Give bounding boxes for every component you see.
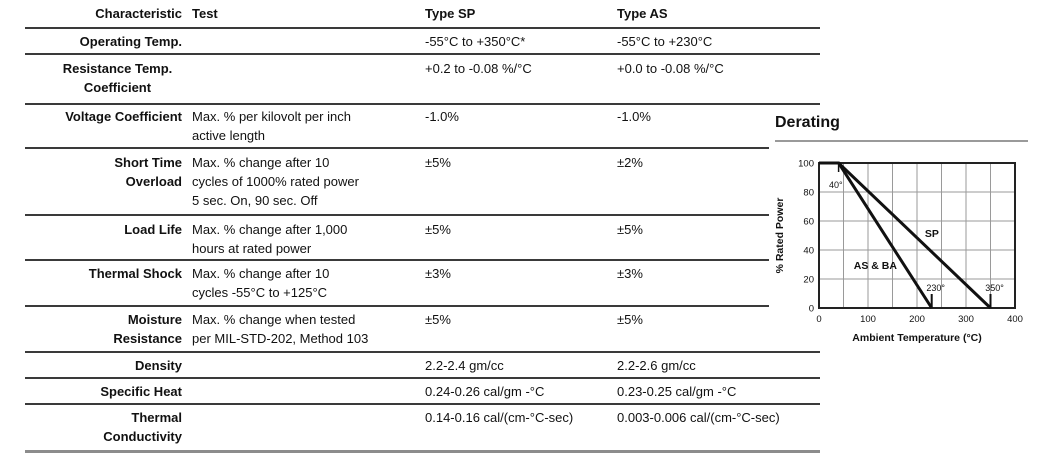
series-label: AS & BA xyxy=(854,260,898,272)
row-characteristic: Thermal Shock xyxy=(88,266,182,281)
table-row: Thermal Shock Max. % change after 10 cyc… xyxy=(25,264,830,302)
row-characteristic: Thermal Conductivity xyxy=(103,410,182,444)
table-rule xyxy=(25,53,820,55)
row-test xyxy=(182,382,425,401)
row-type-sp: ±3% xyxy=(425,266,451,281)
row-type-as: 0.003-0.006 cal/(cm-°C-sec) xyxy=(617,410,780,425)
marker-label: 40° xyxy=(829,180,843,190)
table-rule xyxy=(25,351,820,353)
table-row: Short Time Overload Max. % change after … xyxy=(25,153,830,210)
row-characteristic: Resistance Temp. Coefficient xyxy=(62,61,173,95)
plot-frame xyxy=(818,162,1016,309)
row-test: Max. % change after 10 cycles -55°C to +… xyxy=(192,266,330,300)
row-type-as: +0.0 to -0.08 %/°C xyxy=(617,61,724,76)
row-characteristic: Operating Temp. xyxy=(79,34,182,49)
row-test xyxy=(182,59,425,97)
header-type-as: Type AS xyxy=(617,6,668,21)
row-type-as: ±5% xyxy=(617,312,643,327)
row-type-as: 2.2-2.6 gm/cc xyxy=(617,358,696,373)
header-characteristic: Characteristic xyxy=(95,6,182,21)
y-tick-label: 80 xyxy=(803,188,814,199)
marker-label: 350° xyxy=(985,283,1004,293)
table-rule xyxy=(25,377,820,379)
row-type-as: ±2% xyxy=(617,155,643,170)
table-rule xyxy=(25,403,820,405)
x-axis-title: Ambient Temperature (°C) xyxy=(852,332,981,344)
row-characteristic: Load Life xyxy=(124,222,182,237)
table-bottom-rule xyxy=(25,450,820,453)
x-tick-label: 300 xyxy=(958,314,974,325)
row-type-sp: 0.14-0.16 cal/(cm-°C-sec) xyxy=(425,410,574,425)
table-rule xyxy=(25,305,769,307)
y-tick-label: 20 xyxy=(803,275,814,286)
row-characteristic: Voltage Coefficient xyxy=(65,109,182,124)
table-rule xyxy=(25,103,820,105)
row-characteristic: Short Time Overload xyxy=(114,155,182,189)
row-type-as: ±3% xyxy=(617,266,643,281)
row-characteristic: Moisture Resistance xyxy=(113,312,182,346)
table-row: Operating Temp. -55°C to +350°C* -55°C t… xyxy=(25,32,830,51)
table-rule xyxy=(25,147,769,149)
table-row: Moisture Resistance Max. % change when t… xyxy=(25,310,830,348)
row-type-as: -1.0% xyxy=(617,109,651,124)
x-tick-label: 400 xyxy=(1007,314,1023,325)
chart-title: Derating xyxy=(775,114,840,131)
row-characteristic: Specific Heat xyxy=(100,384,182,399)
y-tick-label: 60 xyxy=(803,217,814,228)
row-type-as: ±5% xyxy=(617,222,643,237)
header-test: Test xyxy=(192,6,218,21)
table-rule xyxy=(25,27,820,29)
x-tick-label: 0 xyxy=(816,314,821,325)
row-test: Max. % change after 10 cycles of 1000% r… xyxy=(192,155,359,208)
chart-title-underline xyxy=(775,140,1028,142)
table-rule xyxy=(25,259,769,261)
table-row: Resistance Temp. Coefficient +0.2 to -0.… xyxy=(25,59,830,97)
series-line-SP xyxy=(819,161,992,310)
row-type-sp: -55°C to +350°C* xyxy=(425,34,526,49)
header-type-sp: Type SP xyxy=(425,6,476,21)
row-type-sp: +0.2 to -0.08 %/°C xyxy=(425,61,532,76)
table-row: Specific Heat 0.24-0.26 cal/gm -°C 0.23-… xyxy=(25,382,830,401)
row-test xyxy=(182,408,425,446)
row-test xyxy=(182,356,425,375)
y-axis-title: % Rated Power xyxy=(774,198,786,274)
row-type-as: -55°C to +230°C xyxy=(617,34,713,49)
x-tick-label: 100 xyxy=(860,314,876,325)
row-characteristic: Density xyxy=(135,358,182,373)
row-test xyxy=(182,32,425,51)
row-type-sp: ±5% xyxy=(425,222,451,237)
table-row: Voltage Coefficient Max. % per kilovolt … xyxy=(25,107,830,145)
table-row: Thermal Conductivity 0.14-0.16 cal/(cm-°… xyxy=(25,408,830,446)
table-rule xyxy=(25,214,769,216)
row-type-sp: -1.0% xyxy=(425,109,459,124)
row-test: Max. % change after 1,000 hours at rated… xyxy=(192,222,348,256)
y-tick-label: 100 xyxy=(798,159,814,170)
derating-chart: SP AS & BA 40° 230° 350° 0 100 200 300 400 0 20 40 60… xyxy=(774,159,1023,345)
marker-label: 230° xyxy=(926,283,945,293)
table-row: Load Life Max. % change after 1,000 hour… xyxy=(25,220,830,258)
row-test: Max. % per kilovolt per inch active leng… xyxy=(192,109,351,143)
row-type-sp: 0.24-0.26 cal/gm -°C xyxy=(425,384,545,399)
row-test: Max. % change when tested per MIL-STD-20… xyxy=(192,312,369,346)
series-label: SP xyxy=(925,228,939,240)
x-tick-label: 200 xyxy=(909,314,925,325)
row-type-sp: ±5% xyxy=(425,155,451,170)
row-type-sp: 2.2-2.4 gm/cc xyxy=(425,358,504,373)
y-tick-label: 0 xyxy=(809,304,814,315)
row-type-sp: ±5% xyxy=(425,312,451,327)
row-type-as: 0.23-0.25 cal/gm -°C xyxy=(617,384,737,399)
table-row: Density 2.2-2.4 gm/cc 2.2-2.6 gm/cc xyxy=(25,356,830,375)
y-tick-label: 40 xyxy=(803,246,814,257)
table-header-row: Characteristic Test Type SP Type AS xyxy=(25,4,830,23)
